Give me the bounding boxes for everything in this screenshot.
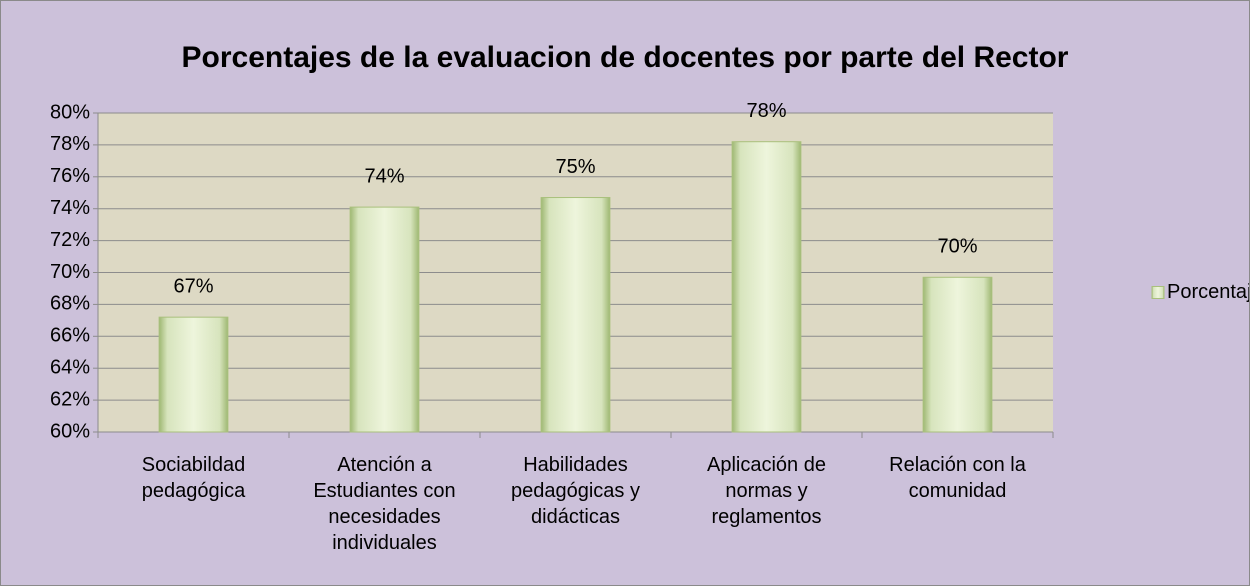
data-label: 74% bbox=[364, 165, 404, 187]
x-tick-label: Atención a Estudiantes con necesidades i… bbox=[313, 454, 456, 554]
y-tick-label: 78% bbox=[50, 133, 90, 155]
legend-swatch bbox=[1151, 286, 1165, 299]
x-tick-label: Habilidades pedagógicas y didácticas bbox=[511, 454, 640, 528]
bar bbox=[922, 276, 993, 433]
bar bbox=[540, 197, 611, 433]
x-tick-label: Aplicación de normas y reglamentos bbox=[707, 454, 826, 528]
y-tick-label: 74% bbox=[50, 197, 90, 219]
x-tick-label: Relación con la comunidad bbox=[889, 454, 1026, 502]
y-tick-label: 64% bbox=[50, 356, 90, 378]
legend-label: Porcentaje bbox=[1167, 281, 1249, 303]
y-tick-label: 76% bbox=[50, 165, 90, 187]
data-label: 78% bbox=[746, 100, 786, 122]
y-tick-label: 66% bbox=[50, 325, 90, 347]
data-label: 75% bbox=[555, 156, 595, 178]
y-tick-label: 60% bbox=[50, 420, 90, 442]
bar bbox=[349, 206, 420, 433]
chart-title: Porcentajes de la evaluacion de docentes… bbox=[182, 41, 1069, 74]
data-label: 67% bbox=[173, 275, 213, 297]
bar bbox=[731, 141, 802, 433]
bar bbox=[158, 316, 229, 433]
y-tick-label: 68% bbox=[50, 293, 90, 315]
data-label: 70% bbox=[937, 236, 977, 258]
y-tick-label: 80% bbox=[50, 101, 90, 123]
x-tick-label: Sociabildad pedagógica bbox=[141, 454, 246, 502]
y-tick-label: 72% bbox=[50, 229, 90, 251]
y-tick-label: 70% bbox=[50, 261, 90, 283]
y-tick-label: 62% bbox=[50, 388, 90, 410]
